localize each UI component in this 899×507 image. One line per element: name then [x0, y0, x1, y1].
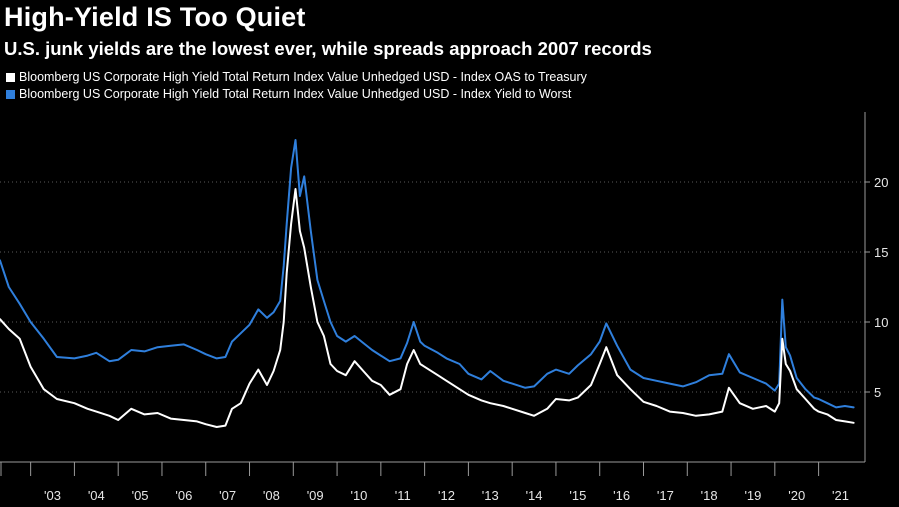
chart-subtitle: U.S. junk yields are the lowest ever, wh…	[4, 38, 652, 59]
x-tick-label-'15: '15	[569, 488, 586, 503]
x-tick-label-'19: '19	[744, 488, 761, 503]
x-tick-label-'12: '12	[438, 488, 455, 503]
x-tick-label-'10: '10	[350, 488, 367, 503]
x-tick-label-'06: '06	[175, 488, 192, 503]
x-tick-label-'20: '20	[788, 488, 805, 503]
y-tick-label-5: 5	[874, 385, 881, 400]
x-tick-label-'08: '08	[263, 488, 280, 503]
y-tick-label-20: 20	[874, 175, 888, 190]
x-tick-label-'05: '05	[132, 488, 149, 503]
legend-swatch-ytw	[6, 89, 15, 99]
x-tick-label-'16: '16	[613, 488, 630, 503]
x-tick-label-'14: '14	[526, 488, 543, 503]
x-tick-label-'09: '09	[307, 488, 324, 503]
x-tick-label-'07: '07	[219, 488, 236, 503]
chart-title: High-Yield IS Too Quiet	[4, 2, 306, 32]
x-axis-labels: '03 '04 '05 '06 '07 '08 '09 '10 '11 '12 '13 '14 '15 '…	[44, 488, 849, 503]
legend-swatch-oas	[6, 72, 15, 82]
y-axis-labels: 5 10 15 20	[874, 175, 888, 400]
y-tick-label-15: 15	[874, 245, 888, 260]
series-line-oas	[0, 188, 855, 428]
x-tick-label-'17: '17	[657, 488, 674, 503]
legend-item-oas: Bloomberg US Corporate High Yield Total …	[6, 70, 587, 84]
legend-item-ytw: Bloomberg US Corporate High Yield Total …	[6, 87, 571, 101]
axes	[0, 112, 870, 476]
x-tick-label-'13: '13	[482, 488, 499, 503]
x-tick-label-'03: '03	[44, 488, 61, 503]
x-tick-label-'04: '04	[88, 488, 105, 503]
legend-label-oas: Bloomberg US Corporate High Yield Total …	[19, 70, 587, 84]
series-lines	[0, 139, 855, 428]
x-tick-label-'18: '18	[701, 488, 718, 503]
x-tick-label-'11: '11	[395, 488, 411, 503]
gridlines	[0, 181, 865, 393]
y-tick-label-10: 10	[874, 315, 888, 330]
x-tick-label-'21: '21	[832, 488, 849, 503]
series-line-ytw	[0, 139, 855, 409]
legend-label-ytw: Bloomberg US Corporate High Yield Total …	[19, 87, 572, 101]
